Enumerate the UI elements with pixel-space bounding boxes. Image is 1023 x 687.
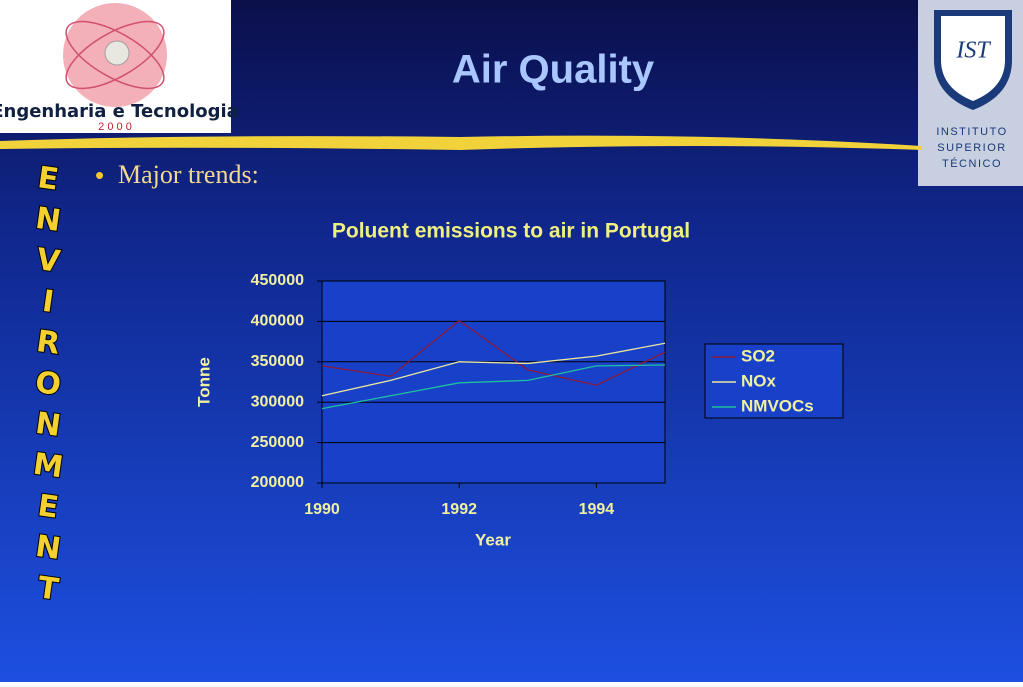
- y-axis-title: Tonne: [194, 357, 213, 407]
- y-tick-label: 250000: [251, 434, 304, 451]
- chart: Poluent emissions to air in Portugal 2000…: [194, 220, 844, 549]
- chart-title: Poluent emissions to air in Portugal: [332, 220, 690, 243]
- brush-stroke: [0, 135, 922, 150]
- legend-label: SO2: [741, 346, 775, 365]
- logo-line: SUPERIOR: [937, 142, 1006, 154]
- bullet-text: Major trends:: [118, 160, 259, 189]
- shield-inner: [941, 16, 1005, 101]
- y-tick-label: 350000: [251, 353, 304, 370]
- y-tick-label: 300000: [251, 393, 304, 410]
- side-letter: N: [33, 406, 63, 444]
- logo-orbit: [65, 20, 165, 90]
- logo-line: TÉCNICO: [942, 157, 1002, 170]
- logo-line: INSTITUTO: [936, 126, 1007, 138]
- logo-year: 2 0 0 0: [98, 121, 132, 133]
- x-axis-title: Year: [475, 530, 511, 549]
- series-line: [321, 364, 666, 410]
- logo-orbit: [65, 20, 165, 90]
- side-letter: N: [33, 529, 63, 567]
- logo-text: Engenharia e Tecnologia: [0, 101, 239, 122]
- side-letter: V: [34, 242, 63, 280]
- series-line: [321, 342, 666, 397]
- side-letter: M: [31, 447, 65, 486]
- y-tick-label: 400000: [251, 313, 304, 330]
- side-letter: R: [34, 324, 62, 362]
- slide-title: Air Quality: [452, 48, 655, 92]
- logo-nucleus: [104, 40, 130, 66]
- y-tick-label: 450000: [251, 272, 304, 289]
- side-letter: O: [33, 365, 63, 403]
- x-tick-label: 1992: [441, 501, 477, 518]
- series-line: [321, 319, 666, 386]
- bullet-dot: •: [95, 160, 104, 190]
- legend-label: NMVOCs: [741, 396, 814, 415]
- legend-label: NOx: [741, 371, 777, 390]
- side-letter: N: [33, 201, 63, 239]
- x-tick-label: 1994: [579, 501, 615, 518]
- y-tick-label: 200000: [251, 474, 304, 491]
- x-tick-label: 1990: [304, 501, 340, 518]
- shield-mark: IST: [955, 38, 991, 64]
